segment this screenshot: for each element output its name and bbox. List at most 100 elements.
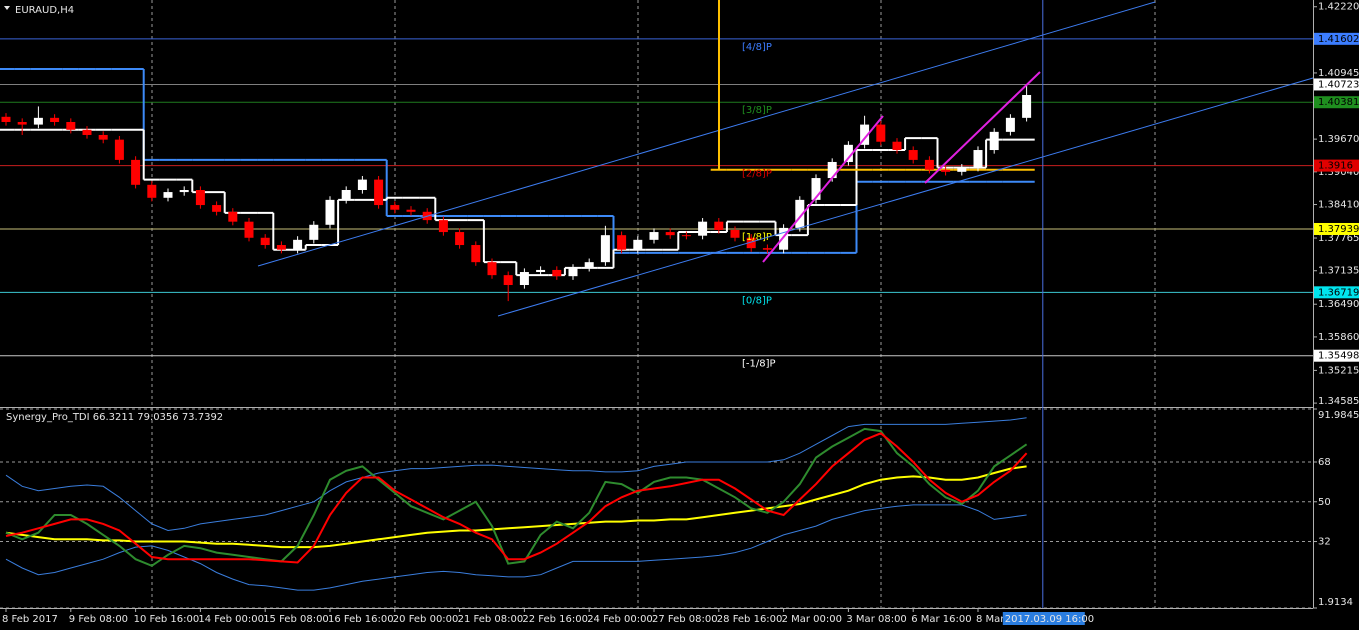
axes: [0, 0, 1314, 609]
menu-arrow[interactable]: [4, 6, 10, 10]
candle-body: [325, 199, 335, 225]
level-tag: [2/8]P: [742, 169, 772, 180]
candle-body: [892, 141, 902, 151]
candle-body: [33, 117, 43, 125]
candle-body: [114, 139, 124, 160]
x-tick-label: 16 Feb 16:00: [328, 614, 394, 625]
level-tag: [-1/8]P: [742, 359, 776, 370]
x-tick-label: 2 Mar 00:00: [782, 614, 842, 625]
price-label: 1.40723: [1318, 79, 1359, 90]
candle-body: [973, 150, 983, 168]
candle-body: [390, 205, 400, 210]
candle-body: [746, 237, 756, 249]
x-tick-label: 28 Feb 16:00: [717, 614, 783, 625]
price-label: 1.40381: [1318, 97, 1359, 108]
candle-body: [681, 235, 691, 237]
candle-body: [455, 232, 465, 246]
y-tick-label: 1.37135: [1318, 266, 1359, 277]
indicator-line: [5, 417, 1027, 532]
candle-body: [163, 192, 173, 198]
indicator-panel: 91.9845 68 50 32 1.9134: [0, 408, 1359, 609]
candle-body: [195, 190, 205, 206]
trend-line: [762, 115, 884, 263]
candle-body: [519, 272, 529, 286]
channel-line: [497, 77, 1314, 317]
candle-body: [617, 235, 627, 250]
candle-body: [649, 232, 659, 240]
candle-body: [341, 190, 351, 200]
y-tick-label: 1.35860: [1318, 332, 1359, 343]
price-label-box: [1314, 349, 1359, 362]
x-tick-label: 21 Feb 08:00: [458, 614, 524, 625]
candle-body: [941, 169, 951, 172]
candle-body: [957, 167, 967, 172]
candle-body: [438, 220, 448, 233]
candle-body: [730, 229, 740, 238]
candle-body: [244, 221, 254, 238]
candle-body: [503, 275, 513, 286]
candle-body: [552, 269, 562, 277]
candle-body: [357, 179, 367, 191]
candle-body: [584, 262, 594, 268]
candle-body: [827, 161, 837, 179]
candle-body: [487, 262, 497, 276]
candle-body: [714, 221, 724, 230]
level-tag: [0/8]P: [742, 295, 772, 306]
candle-body: [795, 199, 805, 228]
y-tick-label: 1.37765: [1318, 233, 1359, 244]
level-tag: [1/8]P: [742, 232, 772, 243]
level-tag: [3/8]P: [742, 105, 772, 116]
candle-body: [779, 227, 789, 250]
y-tick-label: 1.34585: [1318, 396, 1359, 407]
chart-title: EURAUD,H4: [15, 5, 74, 16]
candle-body: [843, 144, 853, 162]
x-tick-label: 10 Feb 16:00: [134, 614, 200, 625]
candle-body: [228, 211, 238, 222]
indicator-line: [5, 432, 1028, 564]
x-tick-label: 24 Feb 00:00: [587, 614, 653, 625]
candle-body: [600, 235, 610, 263]
candle-body: [876, 124, 886, 142]
candle-body: [276, 245, 286, 250]
y-tick-label: 1.35215: [1318, 365, 1359, 376]
candle-body: [50, 117, 60, 122]
candle-body: [293, 239, 303, 250]
indicator-line: [5, 504, 1027, 591]
candle-body: [406, 209, 416, 212]
y-tick-label: 1.42220: [1318, 2, 1359, 13]
candle-body: [66, 121, 76, 130]
x-tick-label: 6 Mar 16:00: [911, 614, 971, 625]
y-tick-label: 50: [1318, 497, 1331, 508]
candle-body: [698, 221, 708, 236]
candle-body: [98, 134, 108, 140]
candle-body: [260, 237, 270, 246]
indicator-line: [5, 427, 1028, 567]
price-label-box: [1314, 159, 1359, 172]
candle-body: [17, 121, 27, 125]
channel-line: [257, 1, 1156, 267]
cursor-label-box: [1002, 612, 1085, 625]
indicator-title: Synergy_Pro_TDI 66.3211 79.0356 73.7392: [6, 412, 223, 423]
price-label-box: [1314, 222, 1359, 235]
price-label: 1.3916: [1318, 161, 1353, 172]
candle-body: [860, 124, 870, 145]
candle-body: [309, 224, 319, 240]
y-tick-label: 1.39670: [1318, 134, 1359, 145]
price-label: 1.35498: [1318, 351, 1359, 362]
candle-body: [179, 190, 189, 193]
grid: [151, 0, 1156, 608]
indicator-line: [5, 465, 1027, 549]
x-tick-label: 20 Feb 00:00: [393, 614, 459, 625]
candle-body: [811, 178, 821, 200]
candle-body: [131, 159, 141, 185]
candle-body: [536, 269, 546, 273]
x-tick-label: 15 Feb 08:00: [263, 614, 329, 625]
candle-body: [212, 205, 222, 212]
candle-body: [1022, 95, 1032, 118]
y-tick-label: 1.39040: [1318, 167, 1359, 178]
y-tick-label: 1.40945: [1318, 68, 1359, 79]
main-panel: 1.42220 1.40945 1.39670 1.39040 1.38410 1.377…: [0, 2, 1359, 407]
price-label-box: [1314, 32, 1359, 45]
